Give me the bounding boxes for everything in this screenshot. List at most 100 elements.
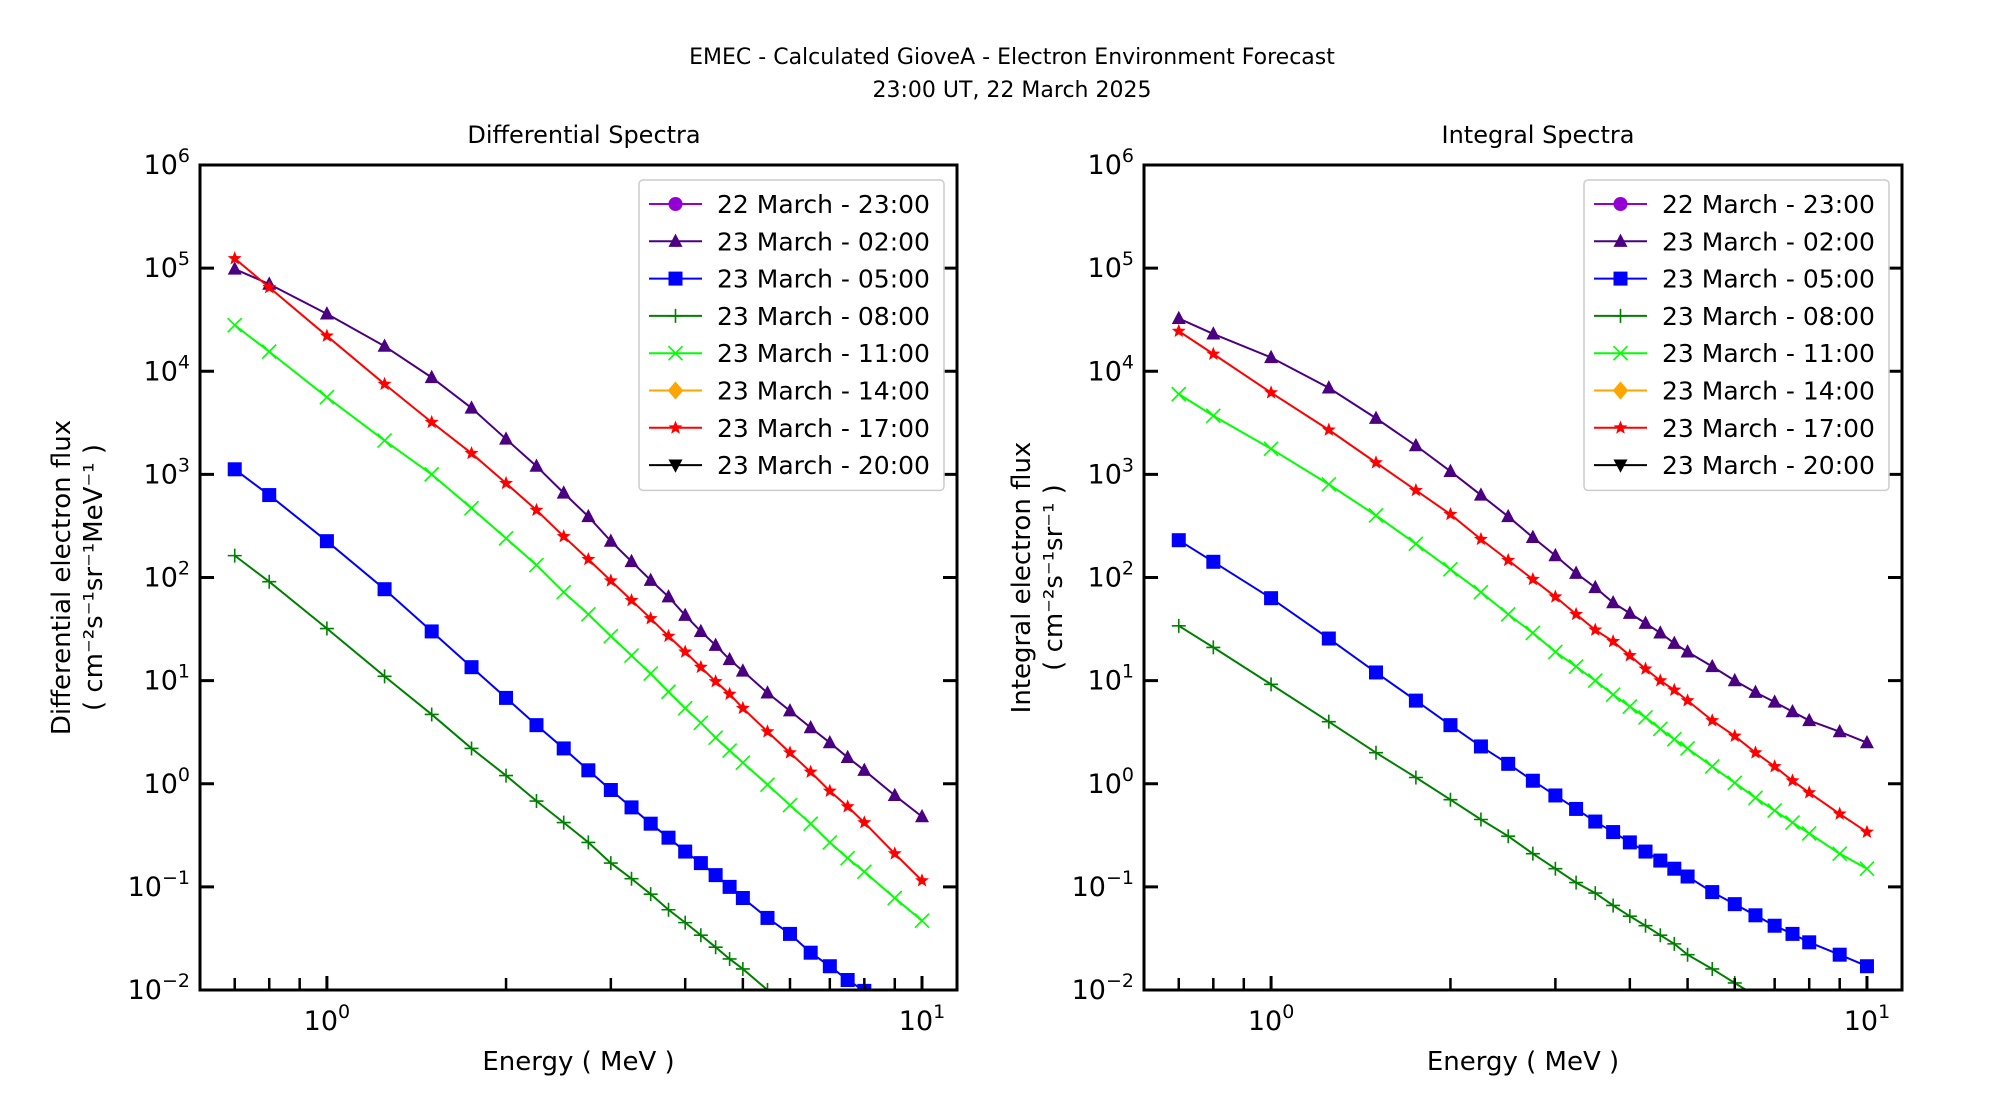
data-point	[603, 628, 619, 644]
data-point	[624, 553, 639, 568]
data-point	[915, 808, 930, 823]
y-tick-label: 10−2	[1072, 970, 1134, 1006]
data-point	[1622, 648, 1637, 662]
data-point	[1369, 745, 1383, 760]
plus-marker-icon	[668, 308, 683, 323]
y-tick-label: 101	[144, 661, 190, 697]
data-point	[661, 830, 676, 845]
data-point	[1727, 775, 1743, 791]
data-point	[1568, 658, 1584, 675]
diamond-marker-icon	[667, 381, 684, 400]
data-point	[708, 637, 723, 651]
data-point	[1705, 961, 1720, 976]
data-point	[1548, 788, 1563, 803]
data-point	[1802, 935, 1817, 950]
data-point	[1653, 853, 1668, 868]
series-23-march-05-00	[1171, 533, 1874, 974]
series-23-march-17-00	[227, 251, 929, 887]
data-point	[1833, 1042, 1847, 1056]
data-point	[1747, 790, 1764, 806]
data-point	[677, 700, 693, 716]
data-point	[624, 871, 639, 886]
data-point	[1727, 672, 1742, 687]
y-tick-label: 100	[144, 764, 190, 800]
data-point	[803, 719, 818, 734]
x-axis-label: Energy ( MeV )	[1427, 1047, 1619, 1077]
data-point	[1622, 699, 1638, 715]
data-point	[1666, 731, 1682, 747]
y-tick-label: 102	[1088, 558, 1134, 594]
data-point	[603, 573, 618, 587]
data-point	[1801, 825, 1817, 841]
data-point	[782, 797, 798, 813]
data-point	[840, 973, 855, 988]
legend-item: 22 March - 23:00	[649, 190, 930, 219]
figure-title-line1: EMEC - Calculated GioveA - Electron Envi…	[689, 45, 1335, 70]
legend-label: 23 March - 08:00	[1662, 302, 1875, 331]
data-point	[556, 485, 571, 499]
data-point	[760, 983, 775, 990]
data-point	[1171, 323, 1186, 338]
data-point	[377, 582, 392, 597]
y-tick-label: 102	[144, 558, 190, 594]
data-point	[1569, 875, 1584, 890]
data-point	[1501, 756, 1516, 771]
data-point	[319, 389, 335, 405]
data-point	[1667, 936, 1682, 951]
y-tick-label: 105	[144, 248, 190, 284]
legend-item: 23 March - 17:00	[1594, 414, 1875, 443]
data-point	[1622, 909, 1637, 924]
y-tick-label: 101	[1088, 661, 1134, 697]
data-point	[782, 926, 797, 941]
data-point	[1547, 644, 1563, 660]
data-point	[529, 502, 544, 517]
triangle-down-marker-icon	[1613, 459, 1628, 473]
data-point	[643, 816, 658, 831]
data-point	[643, 572, 658, 586]
x-tick-label: 101	[1844, 1001, 1890, 1037]
data-point	[499, 768, 514, 783]
data-point	[1748, 745, 1763, 759]
data-point	[464, 741, 479, 756]
legend-label: 23 March - 17:00	[1662, 414, 1875, 443]
data-point	[1408, 693, 1423, 708]
data-point	[1321, 380, 1336, 394]
data-point	[1622, 835, 1637, 850]
data-point	[319, 306, 334, 320]
data-point	[1637, 709, 1654, 725]
data-point	[841, 1051, 855, 1065]
data-point	[1548, 589, 1563, 603]
circle-marker-icon	[668, 197, 683, 211]
data-point	[708, 674, 723, 688]
data-point	[227, 317, 243, 333]
legend-label: 23 March - 05:00	[1662, 265, 1875, 294]
diamond-marker-icon	[1612, 381, 1629, 400]
triangle-down-marker-icon	[668, 459, 683, 473]
data-point	[580, 606, 596, 622]
y-tick-label: 106	[1088, 145, 1134, 181]
legend-label: 22 March - 23:00	[1662, 190, 1875, 219]
data-point	[227, 548, 242, 563]
data-point	[803, 764, 818, 778]
y-axis-units: ( cm⁻²s⁻¹sr⁻¹MeV⁻¹ )	[79, 444, 109, 711]
data-point	[1680, 869, 1695, 884]
data-point	[1785, 926, 1800, 941]
data-point	[1321, 476, 1337, 492]
series-23-march-02-00	[1171, 310, 1874, 749]
data-point	[261, 344, 277, 360]
data-point	[643, 887, 658, 902]
data-point	[1638, 844, 1653, 859]
data-point	[887, 890, 903, 906]
legend-label: 22 March - 23:00	[717, 190, 930, 219]
data-point	[1859, 959, 1874, 974]
legend-item: 23 March - 20:00	[649, 451, 930, 480]
data-point	[1605, 687, 1621, 703]
data-point	[1408, 483, 1423, 497]
data-point	[603, 856, 618, 871]
data-point	[1606, 898, 1621, 913]
subplot-title: Differential Spectra	[467, 121, 700, 149]
data-point	[915, 873, 929, 887]
data-point	[377, 669, 392, 684]
data-point	[623, 647, 640, 664]
data-point	[1321, 631, 1336, 646]
